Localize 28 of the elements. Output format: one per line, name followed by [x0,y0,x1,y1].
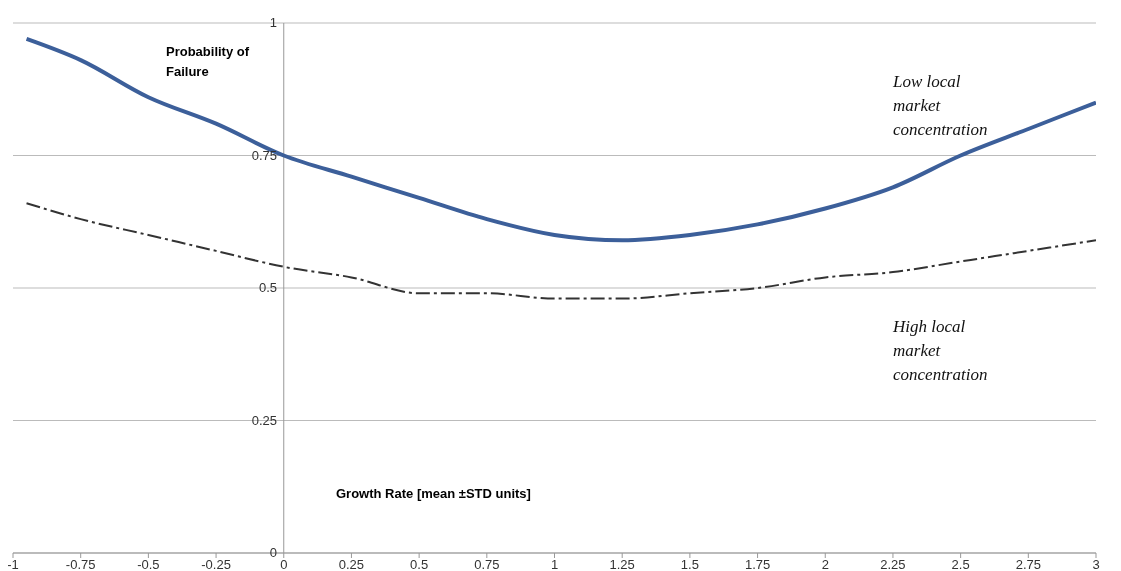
x-tick-label: 0.75 [474,557,500,571]
x-tick-label: 1.25 [609,557,635,571]
x-axis-title: Growth Rate [mean ±STD units] [336,486,531,501]
y-tick-label: 1 [269,15,277,30]
x-tick-label: 2.5 [951,557,970,571]
x-tick-label: -1 [7,557,19,571]
x-tick-label: -0.75 [65,557,96,571]
x-tick-label: 0.5 [410,557,429,571]
y-axis-title: Probability of Failure [166,43,251,81]
series-label: Low local market concentration [893,71,989,141]
x-tick-label: 1.75 [744,557,771,571]
y-tick-label: 0 [269,545,277,560]
text: High local market concentration [893,316,989,386]
x-tick-label: 0.25 [338,557,365,571]
x-tick-label: 1 [550,557,559,571]
x-tick-label: 3 [1092,557,1100,571]
x-tick-label: -0.25 [201,557,231,571]
x-tick-label: 2.25 [880,557,906,571]
y-tick-label: 0.5 [258,280,277,295]
line-series [24,36,1096,243]
y-tick-label: 0.25 [251,412,277,428]
x-tick-label: 2 [821,557,829,571]
y-tick-label: 0.75 [251,147,277,163]
x-tick-label: 0 [280,557,288,571]
x-tick-label: 1.5 [680,557,699,571]
line-series [25,202,1096,300]
x-tick-label: 2.75 [1015,557,1041,571]
x-tick-label: -0.5 [137,557,160,571]
